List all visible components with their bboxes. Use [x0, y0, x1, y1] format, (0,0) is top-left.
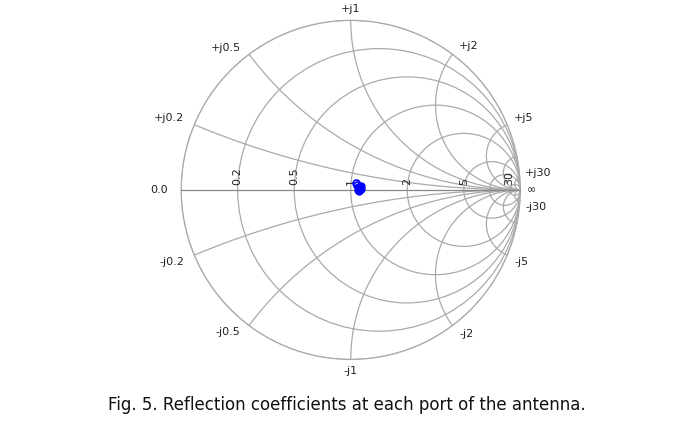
Text: -j1: -j1: [344, 366, 358, 376]
Text: ∞: ∞: [527, 185, 536, 195]
Text: +j0.5: +j0.5: [211, 43, 240, 53]
Text: 0.5: 0.5: [289, 167, 299, 185]
Text: -j30: -j30: [525, 202, 546, 212]
Text: -j2: -j2: [459, 329, 473, 339]
Text: +j5: +j5: [514, 113, 534, 123]
Text: 0.0: 0.0: [150, 185, 168, 195]
Text: 1: 1: [346, 178, 356, 185]
Text: 0.2: 0.2: [233, 167, 243, 185]
Text: Fig. 5. Reflection coefficients at each port of the antenna.: Fig. 5. Reflection coefficients at each …: [107, 396, 586, 414]
Text: +j30: +j30: [525, 168, 552, 178]
Text: -j0.2: -j0.2: [159, 257, 184, 267]
Text: +j2: +j2: [459, 41, 479, 51]
Text: -j0.5: -j0.5: [216, 327, 240, 337]
Text: 2: 2: [402, 178, 412, 185]
Text: -j5: -j5: [514, 257, 528, 267]
Text: +j1: +j1: [341, 3, 360, 14]
Text: +j0.2: +j0.2: [154, 113, 184, 123]
Text: 5: 5: [459, 178, 468, 185]
Text: 30: 30: [505, 171, 514, 185]
